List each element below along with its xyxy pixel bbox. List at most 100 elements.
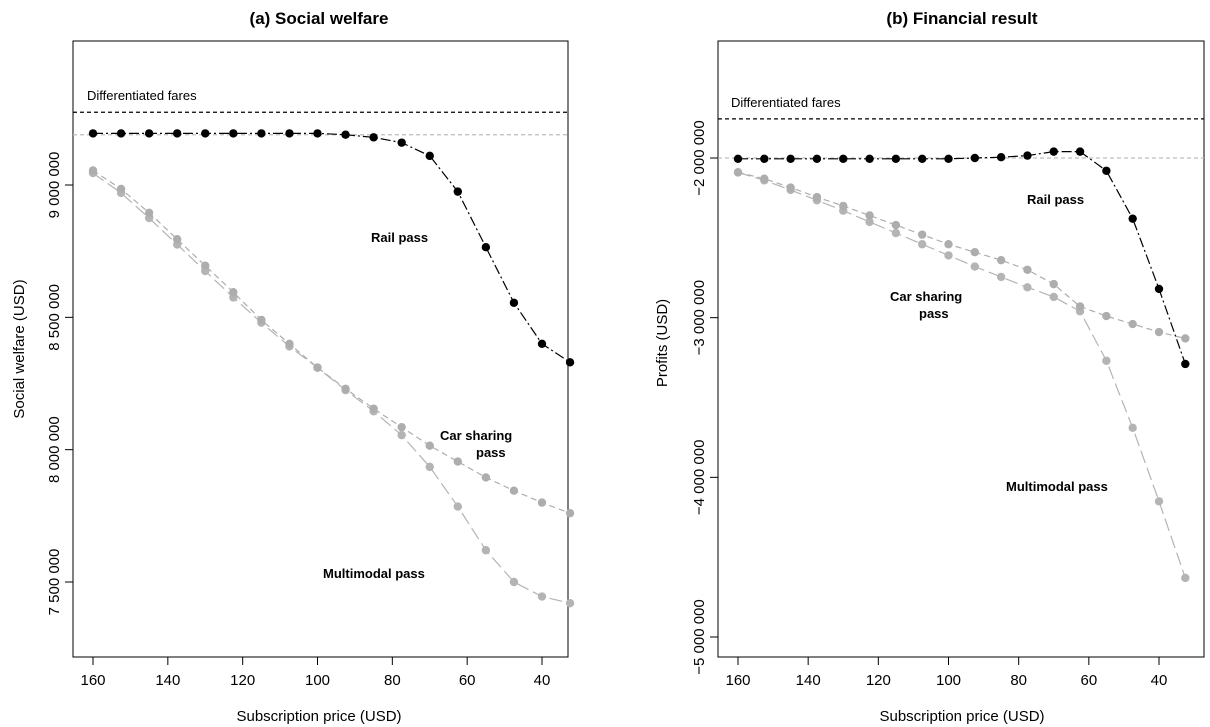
panel-b-x-tick-label: 60 bbox=[1080, 672, 1097, 689]
data-point bbox=[917, 154, 927, 163]
panel-a-y-tick-label: 8 500 000 bbox=[46, 284, 63, 351]
data-point bbox=[397, 430, 406, 440]
data-point bbox=[1049, 279, 1058, 289]
panel-b-plot-frame bbox=[717, 40, 1205, 658]
panel-a-y-axis-label: Social welfare (USD) bbox=[11, 279, 28, 418]
data-point bbox=[760, 154, 769, 163]
panel-b-x-tick-label: 80 bbox=[1010, 672, 1027, 689]
data-point bbox=[425, 151, 434, 161]
data-point bbox=[1154, 284, 1164, 294]
data-point bbox=[996, 272, 1006, 282]
data-point bbox=[1154, 497, 1164, 506]
series-line bbox=[92, 169, 571, 514]
data-point bbox=[1075, 302, 1085, 311]
data-point bbox=[1102, 311, 1111, 321]
panel-a-x-tick-label: 60 bbox=[459, 672, 476, 689]
data-point bbox=[760, 174, 769, 183]
panel-a-series-multimodal-pass bbox=[88, 168, 575, 608]
data-point bbox=[1181, 573, 1190, 583]
data-point bbox=[537, 339, 547, 348]
panel-b-series-multimodal-pass bbox=[733, 168, 1190, 583]
panel-b-y-axis-label: Profits (USD) bbox=[654, 299, 671, 387]
data-point bbox=[1023, 283, 1032, 292]
panel-a-x-axis-label: Subscription price (USD) bbox=[236, 708, 401, 725]
data-point bbox=[786, 154, 795, 163]
series-line bbox=[737, 171, 1186, 340]
data-point bbox=[1181, 334, 1190, 343]
data-point bbox=[970, 248, 980, 257]
data-point bbox=[144, 129, 154, 138]
data-point bbox=[865, 217, 874, 227]
data-point bbox=[996, 153, 1006, 162]
data-point bbox=[537, 498, 547, 507]
data-point bbox=[116, 184, 126, 194]
panel-b-x-tick-label: 120 bbox=[866, 672, 891, 689]
panel-b-rail-pass-label: Rail pass bbox=[1027, 192, 1084, 207]
panel-a-series-car-sharing-pass bbox=[88, 166, 575, 518]
data-point bbox=[839, 154, 848, 163]
data-point bbox=[1102, 356, 1111, 365]
data-point bbox=[917, 240, 927, 249]
data-point bbox=[369, 133, 378, 142]
panel-a-x-tick-label: 100 bbox=[305, 672, 330, 689]
data-point bbox=[201, 261, 210, 270]
panel-a-series-rail-pass bbox=[88, 129, 575, 367]
data-point bbox=[313, 363, 322, 372]
data-point bbox=[1023, 151, 1032, 160]
series-line bbox=[737, 171, 1186, 579]
data-point bbox=[425, 462, 434, 472]
data-point bbox=[865, 154, 874, 163]
panel-b-multimodal-label: Multimodal pass bbox=[1006, 479, 1108, 494]
panel-financial-result: (b) Financial result 160 140 120 100 80 60 40 … bbox=[654, 9, 1205, 725]
data-point bbox=[1154, 327, 1164, 337]
data-point bbox=[509, 486, 519, 495]
data-point bbox=[172, 129, 182, 138]
data-point bbox=[453, 187, 463, 196]
panel-social-welfare: (a) Social welfare 160 140 120 100 80 60 40 7 … bbox=[11, 9, 575, 725]
panel-b-y-tick-label: −3 000 000 bbox=[691, 280, 708, 356]
data-point bbox=[481, 242, 491, 252]
data-point bbox=[1023, 265, 1032, 274]
panel-a-x-tick-label: 120 bbox=[230, 672, 255, 689]
panel-a-car-sharing-label-line1: Car sharing bbox=[440, 428, 512, 443]
panel-b-x-tick-label: 140 bbox=[796, 672, 821, 689]
data-point bbox=[733, 168, 743, 177]
data-point bbox=[970, 153, 980, 163]
data-point bbox=[257, 129, 266, 138]
panel-b-car-sharing-label-line2: pass bbox=[919, 306, 949, 321]
data-point bbox=[891, 228, 901, 238]
panel-b-y-tick-label: −2 000 000 bbox=[691, 120, 708, 196]
data-point bbox=[1102, 166, 1111, 175]
data-point bbox=[812, 154, 822, 163]
panel-b-series-rail-pass bbox=[733, 147, 1190, 369]
data-point bbox=[537, 592, 547, 601]
data-point bbox=[970, 262, 980, 271]
data-point bbox=[944, 240, 953, 249]
panel-a-y-tick-label: 8 000 000 bbox=[46, 416, 63, 483]
data-point bbox=[481, 546, 491, 555]
panel-a-plot-frame bbox=[72, 40, 569, 658]
panel-b-x-tick-label: 100 bbox=[936, 672, 961, 689]
panel-b-series-car-sharing-pass bbox=[733, 168, 1190, 343]
data-point bbox=[481, 473, 491, 482]
panel-a-x-tick-label: 40 bbox=[534, 672, 551, 689]
panel-b-y-tick-label: −4 000 000 bbox=[691, 440, 708, 516]
panel-a-y-tick-label: 7 500 000 bbox=[46, 549, 63, 616]
data-point bbox=[1128, 423, 1137, 433]
panel-a-x-tick-label: 140 bbox=[155, 672, 180, 689]
data-point bbox=[1181, 359, 1190, 369]
data-point bbox=[369, 404, 378, 413]
panel-a-x-tick-label: 160 bbox=[80, 672, 105, 689]
data-point bbox=[229, 287, 238, 297]
panel-a-car-sharing-label-line2: pass bbox=[476, 445, 506, 460]
data-point bbox=[229, 129, 238, 138]
series-line bbox=[92, 172, 571, 604]
data-point bbox=[453, 457, 463, 466]
data-point bbox=[341, 384, 350, 393]
panel-b-x-tick-label: 40 bbox=[1151, 672, 1168, 689]
data-point bbox=[88, 129, 98, 138]
data-point bbox=[891, 220, 901, 230]
panel-a-rail-pass-label: Rail pass bbox=[371, 230, 428, 245]
data-point bbox=[1128, 319, 1137, 329]
